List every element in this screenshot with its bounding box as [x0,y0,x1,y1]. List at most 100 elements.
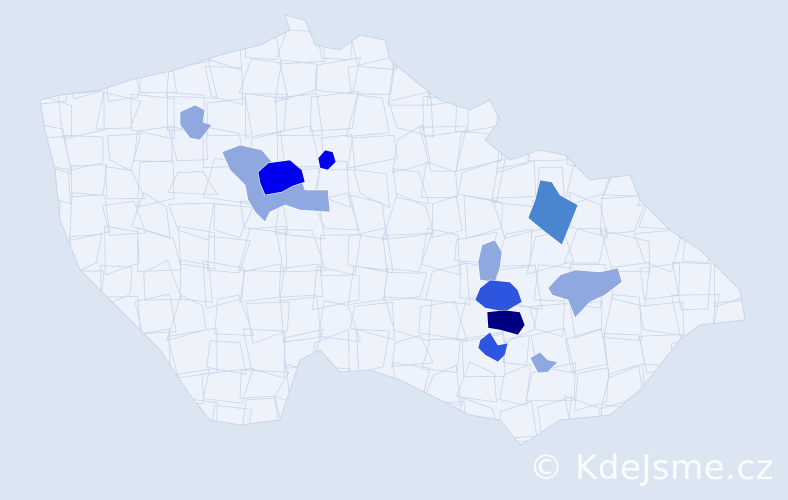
district [489,23,538,71]
district [242,328,286,379]
district [95,340,146,369]
district [104,166,146,200]
district [533,264,573,302]
district [133,125,173,163]
district [40,295,73,342]
district [279,294,322,343]
district [639,301,685,337]
district [137,160,175,208]
district [104,373,144,410]
district [638,28,678,72]
district [40,334,70,378]
district [420,227,460,276]
district [747,95,788,139]
district [346,373,389,411]
district [207,235,251,274]
district [750,197,788,238]
district [741,166,745,208]
watermark: © KdeJsme.cz [529,448,774,488]
district [637,167,677,207]
district [40,404,71,439]
district [602,89,639,134]
district [40,434,75,445]
district [706,364,745,410]
district [381,193,435,241]
district [95,91,142,130]
district [708,138,745,174]
district [672,261,712,311]
district [677,170,721,207]
district [709,157,745,208]
district [64,332,101,375]
district [747,294,788,343]
highlighted-district-r7[interactable] [547,267,623,319]
district [95,437,141,445]
district [392,124,432,174]
district [571,57,605,106]
highlighted-district-r9[interactable] [486,309,526,336]
district [347,134,399,169]
district [708,26,745,71]
country-outline [39,14,746,446]
district [347,432,388,445]
district [536,167,565,197]
district [712,330,745,370]
district [534,61,576,103]
district [179,259,213,303]
district [674,363,719,411]
district [318,366,351,404]
district [311,192,360,231]
district [383,267,428,302]
district [640,403,676,444]
district [137,227,182,272]
district [495,91,535,141]
district [744,232,745,266]
district [65,370,108,409]
district [636,125,680,174]
highlighted-district-r10[interactable] [477,331,509,363]
district [637,97,672,136]
district [168,202,215,241]
district [574,367,610,412]
district [750,402,786,442]
district [670,27,711,71]
district [40,195,61,232]
highlighted-district-r1[interactable] [179,104,213,141]
district [392,168,430,205]
district [347,265,389,306]
district [239,263,282,303]
district [351,396,398,436]
highlighted-district-r11[interactable] [529,351,559,374]
district [455,125,503,172]
district [754,367,788,412]
highlighted-district-r5[interactable] [527,179,579,246]
district [418,27,464,73]
district [390,21,424,69]
district [130,361,173,412]
district [213,203,254,239]
district [204,66,244,106]
district [57,90,105,140]
district [709,101,745,139]
district [102,201,147,236]
highlighted-district-r8[interactable] [474,279,523,313]
district [315,434,355,445]
highlighted-district-r4[interactable] [317,149,337,171]
highlighted-district-r6[interactable] [477,239,503,283]
highlighted-district-r3[interactable] [257,159,306,196]
district [461,437,506,445]
district [752,58,785,104]
district [391,334,434,367]
district [385,432,427,445]
district [279,263,324,302]
district [741,129,745,168]
district [63,134,104,171]
district [563,228,608,264]
district [677,398,720,443]
district [431,195,463,238]
district [420,161,459,199]
district [205,438,249,445]
district [316,159,351,208]
district [672,199,715,242]
district [166,433,215,445]
